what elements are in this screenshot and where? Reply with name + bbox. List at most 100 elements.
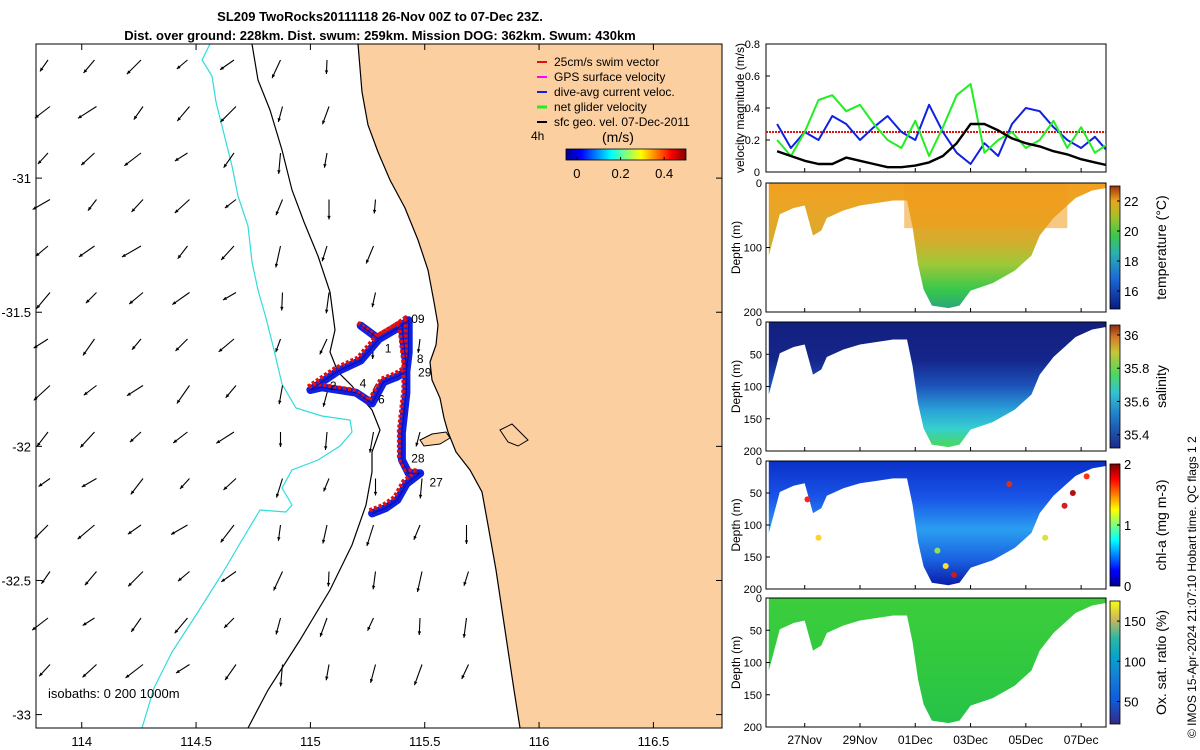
geo-velocity-arrowhead bbox=[418, 494, 423, 499]
geo-velocity-arrow bbox=[366, 524, 375, 547]
coast-inlet bbox=[499, 423, 529, 447]
map-panel: 09 1 829 2 46 28 27 114 114.5 115 115.5 116 116.5 -… bbox=[1, 43, 723, 749]
geo-velocity-arrow bbox=[125, 664, 144, 679]
legend-swim: 25cm/s swim vector bbox=[554, 55, 659, 69]
velocity-ytick-label: 0.2 bbox=[745, 135, 760, 147]
geo-velocity-arrowhead bbox=[415, 442, 419, 447]
track-label: 1 bbox=[385, 341, 392, 355]
map-legend: 25cm/s swim vector GPS surface velocity … bbox=[531, 55, 690, 181]
geo-velocity-arrowhead bbox=[224, 624, 228, 628]
geo-velocity-arrowhead bbox=[368, 448, 373, 453]
geo-velocity-arrowhead bbox=[129, 438, 134, 443]
geo-velocity-arrowhead bbox=[371, 585, 376, 590]
map-ytick-label: -31 bbox=[12, 171, 31, 186]
velocity-frame bbox=[765, 43, 1107, 173]
section-colorbar-tick-label: 16 bbox=[1124, 284, 1138, 299]
geo-velocity-arrowhead bbox=[324, 70, 329, 74]
geo-velocity-arrowhead bbox=[125, 674, 130, 678]
section-ytick-label: 0 bbox=[756, 456, 762, 468]
geo-velocity-arrowhead bbox=[83, 391, 88, 396]
velocity-series-current bbox=[776, 103, 1106, 165]
section-colorbar-tick-label: 22 bbox=[1124, 194, 1138, 209]
chl-hotspot bbox=[815, 534, 822, 541]
legend-current: dive-avg current veloc. bbox=[554, 85, 675, 99]
geo-velocity-arrowhead bbox=[171, 531, 176, 535]
map-xtick-label: 114 bbox=[71, 734, 92, 749]
geo-velocity-arrowhead bbox=[81, 161, 86, 166]
isobath-0m bbox=[357, 44, 521, 728]
section-xtick-label: 01Dec bbox=[898, 733, 933, 747]
section-xtick-label: 05Dec bbox=[1008, 733, 1043, 747]
map-xtick-label: 115.5 bbox=[409, 734, 441, 749]
isobath-200m bbox=[247, 44, 381, 728]
section-ytick-label: 100 bbox=[744, 382, 762, 394]
map-xtick-label: 116 bbox=[529, 734, 550, 749]
velocity-ytick-label: 0.6 bbox=[745, 71, 760, 83]
legend-geo: sfc geo. vel. 07-Dec-2011 bbox=[554, 115, 690, 129]
chl-hotspot bbox=[942, 562, 949, 569]
geo-velocity-arrowhead bbox=[180, 485, 184, 489]
velocity-panel: 0 0.2 0.4 0.6 0.8 velocity magnitude (m/s) bbox=[733, 39, 1107, 179]
geo-velocity-arrowhead bbox=[225, 393, 230, 398]
speed-colorbar-ticks: 0 0.2 0.4 bbox=[573, 157, 673, 181]
geo-velocity-arrowhead bbox=[416, 349, 421, 353]
geo-velocity-arrowhead bbox=[325, 309, 329, 314]
geo-velocity-arrowhead bbox=[279, 682, 283, 687]
section-colorbar-tick-label: 100 bbox=[1124, 654, 1146, 669]
geo-velocity-arrowhead bbox=[416, 588, 420, 593]
velocity-ytick-label: 0 bbox=[754, 167, 760, 179]
geo-velocity-arrowhead bbox=[80, 443, 85, 448]
velocity-series-geo_velocity bbox=[776, 122, 1106, 169]
section-xtick-label: 27Nov bbox=[787, 733, 822, 747]
section-colorbar-tick-label: 50 bbox=[1124, 694, 1138, 709]
track-label: 29 bbox=[418, 366, 432, 380]
track-label: 09 bbox=[411, 312, 425, 326]
geo-velocity-arrowhead bbox=[124, 162, 129, 166]
track-label: 2 bbox=[330, 379, 337, 393]
geo-velocity-arrow bbox=[77, 524, 95, 540]
section-ytick-label: 200 bbox=[744, 584, 762, 596]
geo-velocity-arrowhead bbox=[278, 443, 283, 447]
geo-velocity-arrowhead bbox=[280, 306, 284, 311]
geo-velocity-arrowhead bbox=[178, 577, 182, 582]
geo-velocity-arrowhead bbox=[221, 256, 225, 261]
geo-velocity-arrow bbox=[280, 664, 284, 687]
geo-velocity-arrowhead bbox=[129, 300, 134, 305]
map-ytick-label: -33 bbox=[12, 708, 31, 723]
velocity-ytick-label: 0.4 bbox=[745, 103, 760, 115]
geo-velocity-arrowhead bbox=[373, 491, 378, 496]
geo-velocity-arrowhead bbox=[41, 579, 45, 584]
geo-velocity-arrowhead bbox=[130, 490, 135, 495]
velocity-y-axis: 0 0.2 0.4 0.6 0.8 bbox=[745, 39, 1082, 179]
geo-velocity-arrowhead bbox=[366, 259, 370, 264]
geo-velocity-arrowhead bbox=[323, 487, 327, 492]
geo-velocity-arrowhead bbox=[326, 582, 331, 587]
geo-velocity-arrowhead bbox=[464, 540, 469, 544]
section-ytick-label: 200 bbox=[744, 722, 762, 734]
section-ytick-label: 0 bbox=[756, 593, 762, 605]
geo-velocity-arrowhead bbox=[32, 626, 37, 631]
geo-velocity-arrowhead bbox=[126, 70, 131, 75]
track-label: 4 bbox=[360, 376, 367, 390]
section-data-field bbox=[768, 598, 1106, 724]
chl-hotspot bbox=[934, 547, 941, 554]
geo-velocity-arrowhead bbox=[176, 669, 180, 674]
section-ytick-label: 150 bbox=[744, 414, 762, 426]
geo-velocity-arrowhead bbox=[324, 446, 328, 450]
geo-velocity-arrow bbox=[413, 664, 423, 686]
figure-title-line1: SL209 TwoRocks20111118 26-Nov 00Z to 07-… bbox=[217, 9, 543, 24]
isobath-legend: isobaths: 0 200 1000m bbox=[48, 686, 180, 701]
section-colorbar-label: chl-a (mg m-3) bbox=[1153, 479, 1169, 570]
chl-hotspot bbox=[1083, 473, 1090, 480]
track-label: 8 bbox=[417, 352, 424, 366]
figure-title-line2: Dist. over ground: 228km. Dist. swum: 25… bbox=[124, 28, 636, 43]
section-ytick-label: 100 bbox=[744, 243, 762, 255]
section-salinity: 0 50 100 150 200 Depth (m) 35.4 35.6 35.8 36 salin… bbox=[729, 317, 1169, 458]
section-colorbar bbox=[1109, 324, 1121, 449]
section-ylabel: Depth (m) bbox=[729, 636, 743, 689]
geo-velocity-arrowhead bbox=[366, 542, 370, 546]
section-colorbar-tick-label: 35.4 bbox=[1124, 428, 1149, 443]
chl-hotspot bbox=[950, 571, 957, 578]
geo-velocity-arrowhead bbox=[172, 301, 177, 305]
